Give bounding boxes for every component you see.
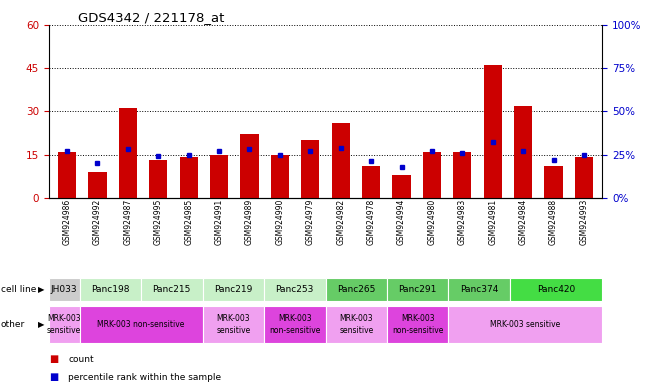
- Text: GDS4342 / 221178_at: GDS4342 / 221178_at: [78, 12, 225, 25]
- Text: ■: ■: [49, 372, 58, 382]
- Text: ■: ■: [49, 354, 58, 364]
- Text: cell line: cell line: [1, 285, 36, 294]
- Bar: [180, 157, 198, 198]
- Bar: [301, 140, 320, 198]
- Text: MRK-003 non-sensitive: MRK-003 non-sensitive: [98, 320, 185, 329]
- Bar: [202, 306, 264, 343]
- Bar: [387, 278, 449, 301]
- Text: JH033: JH033: [51, 285, 77, 294]
- Text: MRK-003
sensitive: MRK-003 sensitive: [216, 314, 251, 334]
- Bar: [453, 152, 471, 198]
- Bar: [326, 306, 387, 343]
- Bar: [240, 134, 258, 198]
- Bar: [484, 65, 502, 198]
- Text: GSM924983: GSM924983: [458, 199, 467, 245]
- Bar: [89, 172, 107, 198]
- Text: GSM924991: GSM924991: [215, 199, 223, 245]
- Text: other: other: [1, 320, 25, 329]
- Bar: [393, 175, 411, 198]
- Text: GSM924986: GSM924986: [62, 199, 72, 245]
- Text: MRK-003
sensitive: MRK-003 sensitive: [339, 314, 374, 334]
- Bar: [544, 166, 562, 198]
- Bar: [271, 155, 289, 198]
- Bar: [449, 306, 602, 343]
- Bar: [49, 278, 79, 301]
- Text: Panc265: Panc265: [337, 285, 376, 294]
- Text: GSM924993: GSM924993: [579, 199, 589, 245]
- Bar: [326, 278, 387, 301]
- Bar: [575, 157, 593, 198]
- Text: GSM924984: GSM924984: [519, 199, 527, 245]
- Bar: [149, 161, 167, 198]
- Bar: [58, 152, 76, 198]
- Text: GSM924989: GSM924989: [245, 199, 254, 245]
- Text: ▶: ▶: [38, 320, 44, 329]
- Text: GSM924987: GSM924987: [124, 199, 132, 245]
- Bar: [362, 166, 380, 198]
- Text: MRK-003
non-sensitive: MRK-003 non-sensitive: [269, 314, 320, 334]
- Text: Panc219: Panc219: [214, 285, 253, 294]
- Text: ▶: ▶: [38, 285, 44, 294]
- Text: GSM924978: GSM924978: [367, 199, 376, 245]
- Text: GSM924981: GSM924981: [488, 199, 497, 245]
- Bar: [264, 278, 326, 301]
- Text: Panc291: Panc291: [398, 285, 437, 294]
- Bar: [49, 306, 79, 343]
- Text: Panc215: Panc215: [152, 285, 191, 294]
- Text: GSM924990: GSM924990: [275, 199, 284, 245]
- Bar: [387, 306, 449, 343]
- Text: GSM924982: GSM924982: [336, 199, 345, 245]
- Bar: [264, 306, 326, 343]
- Bar: [79, 306, 202, 343]
- Bar: [210, 155, 229, 198]
- Text: GSM924979: GSM924979: [306, 199, 315, 245]
- Text: GSM924995: GSM924995: [154, 199, 163, 245]
- Text: MRK-003 sensitive: MRK-003 sensitive: [490, 320, 561, 329]
- Bar: [510, 278, 602, 301]
- Text: Panc374: Panc374: [460, 285, 499, 294]
- Bar: [79, 278, 141, 301]
- Text: GSM924980: GSM924980: [428, 199, 436, 245]
- Text: Panc198: Panc198: [91, 285, 130, 294]
- Bar: [141, 278, 202, 301]
- Text: GSM924985: GSM924985: [184, 199, 193, 245]
- Bar: [202, 278, 264, 301]
- Text: GSM924994: GSM924994: [397, 199, 406, 245]
- Bar: [514, 106, 533, 198]
- Bar: [331, 123, 350, 198]
- Text: Panc420: Panc420: [537, 285, 575, 294]
- Bar: [118, 108, 137, 198]
- Text: percentile rank within the sample: percentile rank within the sample: [68, 372, 221, 382]
- Text: Panc253: Panc253: [275, 285, 314, 294]
- Text: GSM924988: GSM924988: [549, 199, 558, 245]
- Bar: [422, 152, 441, 198]
- Text: GSM924992: GSM924992: [93, 199, 102, 245]
- Bar: [449, 278, 510, 301]
- Text: count: count: [68, 354, 94, 364]
- Text: MRK-003
sensitive: MRK-003 sensitive: [47, 314, 81, 334]
- Text: MRK-003
non-sensitive: MRK-003 non-sensitive: [392, 314, 443, 334]
